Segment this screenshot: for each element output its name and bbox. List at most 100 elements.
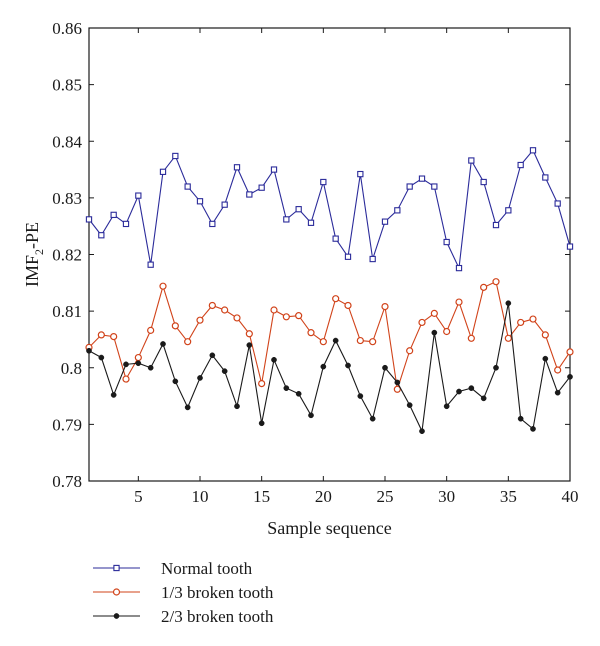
data-point <box>468 385 475 391</box>
y-tick-label: 0.78 <box>52 472 82 491</box>
series-1 <box>85 147 574 272</box>
data-point <box>295 390 302 397</box>
data-point <box>517 415 524 422</box>
data-point <box>517 161 524 169</box>
data-point <box>197 375 203 381</box>
data-point <box>184 338 192 346</box>
data-point <box>171 322 179 330</box>
data-point <box>308 412 314 419</box>
data-point <box>258 380 266 388</box>
data-point <box>110 211 117 219</box>
data-point <box>431 183 438 190</box>
data-point <box>530 426 536 432</box>
data-point <box>542 174 549 181</box>
data-point <box>443 327 451 336</box>
y-tick-label: 0.8 <box>61 359 82 378</box>
plot-frame <box>88 27 571 482</box>
data-point <box>283 216 290 223</box>
data-point <box>357 170 364 178</box>
data-point <box>160 341 166 347</box>
data-point <box>505 300 512 307</box>
data-point <box>282 313 290 321</box>
data-point <box>85 216 93 223</box>
data-point <box>455 298 463 306</box>
data-point <box>419 428 425 435</box>
data-point <box>394 207 401 214</box>
data-point <box>517 318 525 327</box>
x-tick-label: 5 <box>134 487 143 506</box>
series-2 <box>85 278 574 393</box>
data-point <box>567 373 573 380</box>
data-point <box>135 192 142 199</box>
data-point <box>381 218 389 225</box>
data-point <box>258 184 265 191</box>
data-point <box>295 312 303 320</box>
data-point <box>147 364 154 371</box>
data-point <box>344 301 352 310</box>
data-point <box>110 392 117 398</box>
data-point <box>529 147 537 154</box>
y-tick-label: 0.86 <box>52 19 82 38</box>
data-point <box>307 329 315 337</box>
data-point <box>97 331 105 339</box>
data-point <box>233 164 241 171</box>
data-point <box>418 175 426 182</box>
y-tick-label: 0.81 <box>52 302 82 321</box>
legend-label: Normal tooth <box>161 559 253 578</box>
data-point <box>122 375 130 383</box>
data-point <box>295 206 302 213</box>
legend-label: 2/3 broken tooth <box>161 607 274 626</box>
data-point <box>98 232 105 239</box>
data-point <box>345 362 351 369</box>
legend: Normal tooth 1/3 broken tooth 2/3 broken t… <box>93 559 274 626</box>
data-point <box>184 404 191 411</box>
data-point <box>159 168 167 175</box>
data-point <box>394 379 401 386</box>
data-point <box>221 201 228 208</box>
data-point <box>208 301 216 310</box>
y-axis-label-subscript: 2 <box>32 249 46 255</box>
data-point <box>492 221 500 229</box>
data-point <box>320 178 327 186</box>
data-point <box>123 361 129 368</box>
data-point <box>86 347 92 354</box>
legend-item: 2/3 broken tooth <box>93 607 274 626</box>
data-point <box>271 356 277 363</box>
data-point <box>356 336 364 345</box>
data-point <box>357 393 364 399</box>
data-point <box>270 306 278 314</box>
y-axis-label-suffix: -PE <box>22 222 42 249</box>
y-axis-label-main: IMF <box>22 255 42 287</box>
data-point <box>381 302 389 311</box>
data-point <box>554 200 561 207</box>
data-point <box>467 334 475 342</box>
x-axis-ticks: 5 10 15 20 25 30 35 40 <box>134 28 579 506</box>
x-axis-label: Sample sequence <box>267 518 391 538</box>
data-point <box>493 364 499 371</box>
data-point <box>172 152 179 160</box>
data-point <box>147 261 154 268</box>
y-tick-label: 0.83 <box>52 189 82 208</box>
data-point <box>456 388 462 395</box>
data-point <box>110 333 118 341</box>
data-point <box>406 183 413 190</box>
series-line <box>88 303 571 434</box>
data-point <box>542 355 549 362</box>
data-point <box>209 352 216 359</box>
data-point <box>369 338 377 346</box>
data-point <box>319 338 327 346</box>
data-point <box>270 166 278 173</box>
y-tick-label: 0.82 <box>52 246 82 265</box>
x-tick-label: 25 <box>377 487 394 506</box>
series-line <box>88 280 571 390</box>
data-point <box>541 331 549 339</box>
data-point <box>480 395 487 402</box>
series-3 <box>86 300 573 435</box>
data-point <box>320 363 327 370</box>
data-point <box>332 235 339 242</box>
data-point <box>246 342 253 348</box>
data-point <box>147 326 155 334</box>
data-point <box>566 243 574 250</box>
data-point <box>455 264 463 272</box>
